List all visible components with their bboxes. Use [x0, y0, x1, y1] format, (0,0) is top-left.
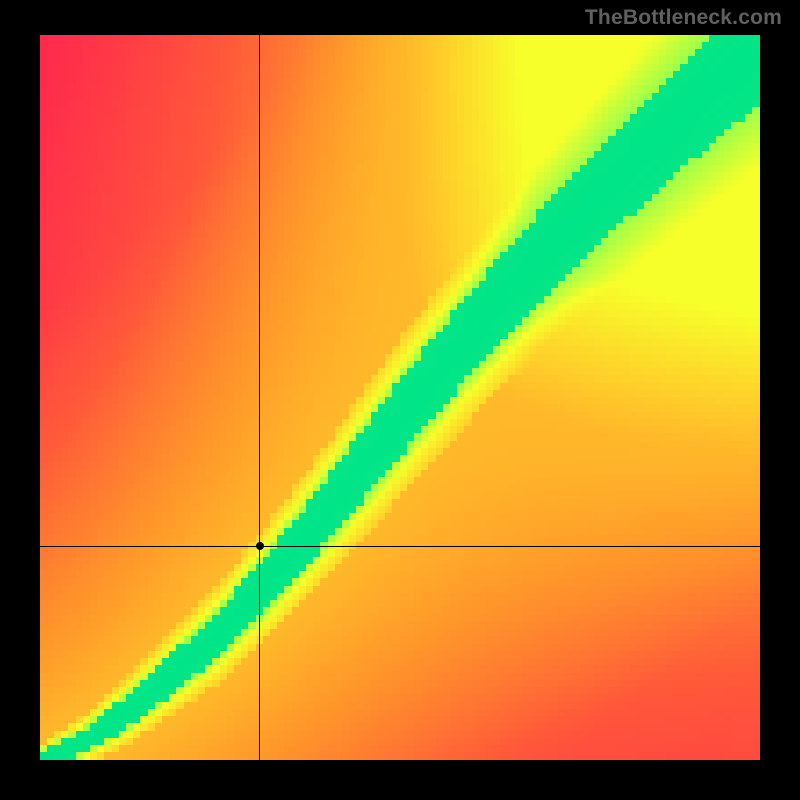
heatmap-canvas	[40, 35, 760, 760]
root-container: { "canvas": { "width_px": 800, "height_p…	[0, 0, 800, 800]
crosshair-vertical	[259, 35, 260, 760]
crosshair-horizontal	[40, 546, 760, 547]
watermark-text: TheBottleneck.com	[585, 6, 782, 30]
crosshair-dot	[256, 542, 264, 550]
heatmap-plot	[40, 35, 760, 760]
